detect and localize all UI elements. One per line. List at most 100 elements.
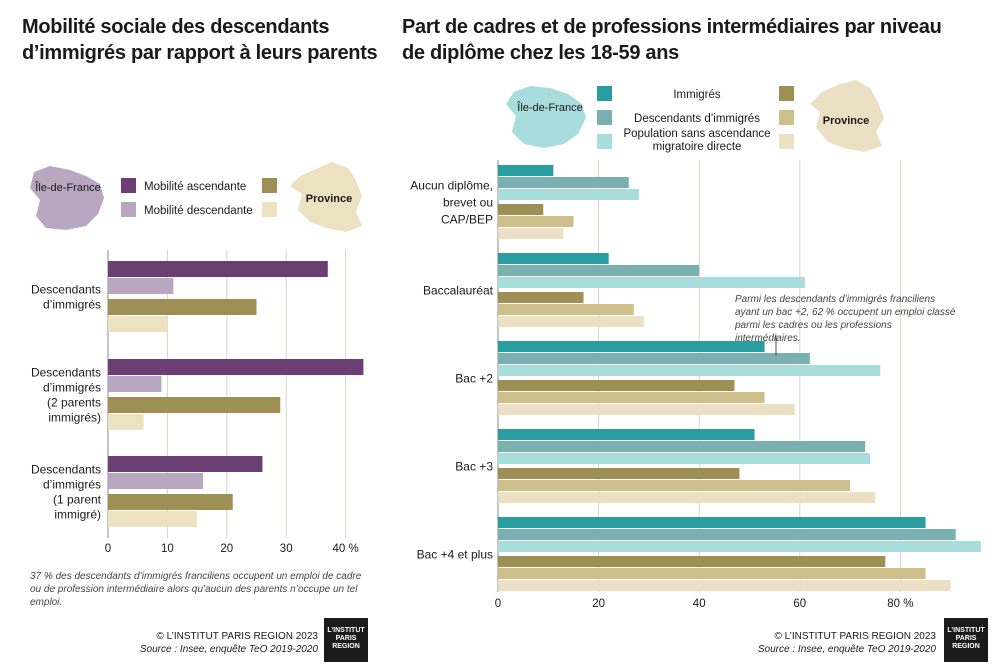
bar-idf-down <box>108 473 204 489</box>
legend-label-imm: Immigrés <box>673 89 721 101</box>
category-label: Baccalauréat <box>423 284 494 298</box>
right-bars <box>498 165 981 591</box>
idf-label: Île-de-France <box>516 101 582 114</box>
left-gridlines <box>107 250 347 538</box>
tick-label: 20 <box>220 543 233 555</box>
tick-label: 20 <box>592 598 605 610</box>
tick-label: 60 <box>793 598 806 610</box>
idf-label: Île-de-France <box>34 181 100 194</box>
bar-prov-imm <box>498 468 740 479</box>
bar-prov-up <box>108 494 233 510</box>
province-map-icon <box>290 162 362 232</box>
bar-prov-down <box>108 511 198 527</box>
bar-idf-down <box>108 376 162 392</box>
institut-logo: L’INSTITUT PARIS REGION <box>944 618 988 662</box>
legend-label-pop: Population sans ascendance migratoire di… <box>623 128 771 153</box>
legend-swatch-idf-pop <box>597 134 612 149</box>
bar-prov-up <box>108 397 281 413</box>
right-chart-title: Part de cadres et de professions intermé… <box>402 16 942 64</box>
tick-label: 30 <box>280 543 293 555</box>
legend-label-pop-wrap: Population sans ascendance migratoire di… <box>623 128 771 153</box>
bar-idf-imm <box>498 517 926 528</box>
bar-idf-up <box>108 456 263 472</box>
left-tick-labels: 0 10 20 30 40 % <box>105 543 359 555</box>
tick-label: 10 <box>161 543 174 555</box>
category-label: Descendants d’immigrés <box>31 283 101 312</box>
category-label: Bac +3 <box>455 460 493 474</box>
category-label: Bac +4 et plus <box>417 548 493 562</box>
tick-label: 40 <box>693 598 706 610</box>
tick-label: 0 <box>105 543 111 555</box>
legend-swatch-prov-imm <box>779 86 794 101</box>
province-label: Province <box>306 193 352 205</box>
source: Source : Insee, enquête TeO 2019-2020 <box>139 644 318 655</box>
bar-idf-imm <box>498 429 755 440</box>
tick-label: 0 <box>495 598 501 610</box>
left-chart-title: Mobilité sociale des descendants d’immig… <box>22 16 378 64</box>
bar-prov-imm <box>498 292 584 303</box>
bar-idf-pop <box>498 277 805 288</box>
bar-prov-pop <box>498 404 795 415</box>
bar-prov-desc <box>498 392 765 403</box>
bar-idf-pop <box>498 453 871 464</box>
right-legend: Île-de-France Immigrés Descendants d’imm… <box>506 80 884 153</box>
bar-prov-desc <box>498 304 634 315</box>
tick-label: 40 % <box>332 543 358 555</box>
bar-prov-pop <box>498 228 564 239</box>
source: Source : Insee, enquête TeO 2019-2020 <box>757 644 936 655</box>
legend-swatch-prov-desc <box>779 110 794 125</box>
bar-idf-down <box>108 278 174 294</box>
legend-swatch-prov-down <box>262 202 277 217</box>
bar-idf-pop <box>498 541 981 552</box>
bar-prov-desc <box>498 480 851 491</box>
bar-idf-imm <box>498 165 554 176</box>
right-chart-annotation: Parmi les descendants d’immigrés francil… <box>735 294 956 344</box>
bar-idf-imm <box>498 253 609 264</box>
bar-idf-desc <box>498 353 810 364</box>
legend-label-up: Mobilité ascendante <box>144 181 246 193</box>
bar-idf-desc <box>498 177 629 188</box>
bar-idf-up <box>108 359 364 375</box>
bar-idf-up <box>108 261 328 277</box>
idf-map-icon <box>506 86 586 148</box>
left-bars <box>108 261 364 527</box>
bar-prov-down <box>108 316 168 332</box>
bar-prov-up <box>108 299 257 315</box>
bar-prov-desc <box>498 568 926 579</box>
bar-idf-pop <box>498 189 639 200</box>
category-label: Bac +2 <box>455 372 493 386</box>
province-label: Province <box>823 115 869 127</box>
bar-prov-down <box>108 414 144 430</box>
legend-label-desc: Descendants d’immigrés <box>634 113 760 125</box>
legend-swatch-idf-down <box>121 202 136 217</box>
legend-swatch-prov-up <box>262 178 277 193</box>
right-footer: © L’INSTITUT PARIS REGION 2023 Source : … <box>700 630 936 656</box>
institut-logo: L’INSTITUT PARIS REGION <box>324 618 368 662</box>
bar-idf-pop <box>498 365 881 376</box>
legend-label-down: Mobilité descendante <box>144 205 253 217</box>
left-legend: Île-de-France Mobilité ascendante Mobili… <box>30 162 362 232</box>
copyright: © L’INSTITUT PARIS REGION 2023 <box>774 631 937 642</box>
bar-idf-desc <box>498 265 700 276</box>
legend-swatch-idf-desc <box>597 110 612 125</box>
idf-map-icon <box>30 166 104 230</box>
legend-swatch-prov-pop <box>779 134 794 149</box>
bar-prov-imm <box>498 556 886 567</box>
bar-prov-pop <box>498 580 951 591</box>
province-map-icon <box>810 80 884 152</box>
left-chart-note: 37 % des descendants d’immigrés francili… <box>30 571 362 608</box>
left-category-labels: Descendants d’immigrés Descendants d’immigr… <box>31 283 102 522</box>
left-footer: © L’INSTITUT PARIS REGION 2023 Source : … <box>80 630 318 656</box>
bar-prov-desc <box>498 216 574 227</box>
bar-prov-pop <box>498 492 876 503</box>
copyright: © L’INSTITUT PARIS REGION 2023 <box>156 631 319 642</box>
bar-prov-pop <box>498 316 644 327</box>
bar-idf-imm <box>498 341 765 352</box>
legend-swatch-idf-imm <box>597 86 612 101</box>
bar-prov-imm <box>498 380 735 391</box>
bar-idf-desc <box>498 529 956 540</box>
bar-idf-desc <box>498 441 866 452</box>
category-label: Aucun diplôme, brevet ou CAP/BEP <box>410 179 493 227</box>
legend-swatch-idf-up <box>121 178 136 193</box>
